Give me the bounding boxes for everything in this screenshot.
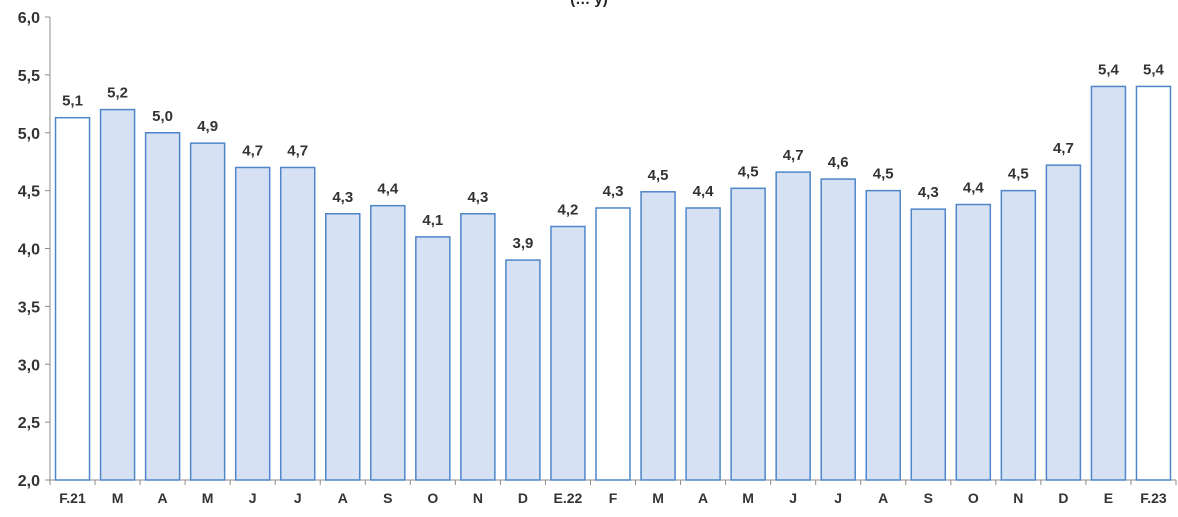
bar [415, 236, 451, 481]
x-tick-label: J [789, 490, 797, 506]
bar [550, 225, 586, 481]
bar [370, 204, 406, 481]
bar [1045, 164, 1082, 481]
bar [595, 207, 631, 481]
data-label: 4,7 [783, 147, 804, 164]
x-tick-label: M [742, 490, 754, 506]
data-label: 4,4 [693, 183, 715, 200]
x-tick-label: E.22 [554, 490, 583, 506]
x-tick-label: S [924, 490, 933, 506]
x-tick-label: N [473, 490, 483, 506]
x-tick-label: F.21 [59, 490, 86, 506]
bar [775, 171, 811, 481]
x-tick-label: O [427, 490, 438, 506]
x-tick-label: M [202, 490, 214, 506]
y-tick-label: 2,5 [18, 415, 40, 432]
data-label: 4,9 [197, 118, 218, 135]
bar [865, 189, 901, 481]
x-tick-label: J [249, 490, 257, 506]
data-label: 4,4 [377, 181, 399, 198]
data-label: 4,7 [1053, 140, 1074, 157]
y-tick-label: 6,0 [18, 10, 40, 27]
x-tick-label: N [1013, 490, 1023, 506]
bar [460, 213, 496, 481]
bar [234, 166, 271, 481]
data-label: 4,5 [648, 167, 669, 184]
chart-title: (… y) [0, 0, 1178, 8]
data-label: 4,5 [1008, 166, 1029, 183]
y-tick-label: 3,0 [18, 357, 40, 374]
data-label: 4,6 [828, 154, 849, 171]
data-label: 4,7 [242, 142, 263, 159]
y-tick-label: 5,5 [18, 68, 40, 85]
data-label: 4,3 [332, 189, 353, 206]
x-tick-label: A [158, 490, 168, 506]
x-tick-label: A [338, 490, 348, 506]
bar [54, 116, 91, 481]
data-label: 4,2 [558, 202, 579, 219]
bar [1000, 189, 1037, 481]
bar [820, 178, 856, 481]
data-label: 5,2 [107, 85, 128, 102]
bar [1090, 85, 1127, 481]
data-label: 4,3 [603, 183, 624, 200]
y-tick-label: 5,0 [18, 126, 40, 143]
bar [685, 207, 721, 481]
data-label: 5,4 [1098, 61, 1120, 78]
data-label: 4,1 [422, 212, 443, 229]
y-tick-label: 3,5 [18, 299, 40, 316]
bar [144, 132, 181, 481]
x-tick-label: S [383, 490, 392, 506]
bar [1135, 85, 1172, 481]
x-tick-label: E [1104, 490, 1113, 506]
x-tick-label: D [1058, 490, 1068, 506]
data-label: 5,4 [1143, 61, 1165, 78]
x-tick-label: F [609, 490, 618, 506]
x-tick-label: J [294, 490, 302, 506]
x-tick-label: M [112, 490, 124, 506]
x-tick-label: M [652, 490, 664, 506]
data-label: 4,3 [918, 184, 939, 201]
x-tick-label: F.23 [1140, 490, 1167, 506]
data-label: 4,5 [738, 163, 759, 180]
bar [325, 213, 361, 481]
bar [730, 187, 766, 481]
x-tick-label: A [878, 490, 888, 506]
data-label: 3,9 [512, 235, 533, 252]
data-label: 4,5 [873, 166, 894, 183]
x-tick-label: J [834, 490, 842, 506]
bar [955, 203, 992, 481]
data-label: 4,3 [467, 189, 488, 206]
bar [910, 208, 947, 481]
x-tick-label: A [698, 490, 708, 506]
y-tick-label: 4,0 [18, 242, 40, 259]
data-label: 4,7 [287, 142, 308, 159]
y-tick-label: 2,0 [18, 473, 40, 490]
bar [505, 259, 541, 481]
x-tick-label: O [968, 490, 979, 506]
bar [99, 108, 136, 481]
bar [640, 191, 676, 481]
data-label: 5,1 [62, 93, 83, 110]
x-tick-label: D [518, 490, 528, 506]
y-tick-label: 4,5 [18, 184, 40, 201]
data-label: 4,4 [963, 180, 985, 197]
data-label: 5,0 [152, 108, 173, 125]
bar [279, 166, 316, 481]
bar [189, 142, 226, 481]
